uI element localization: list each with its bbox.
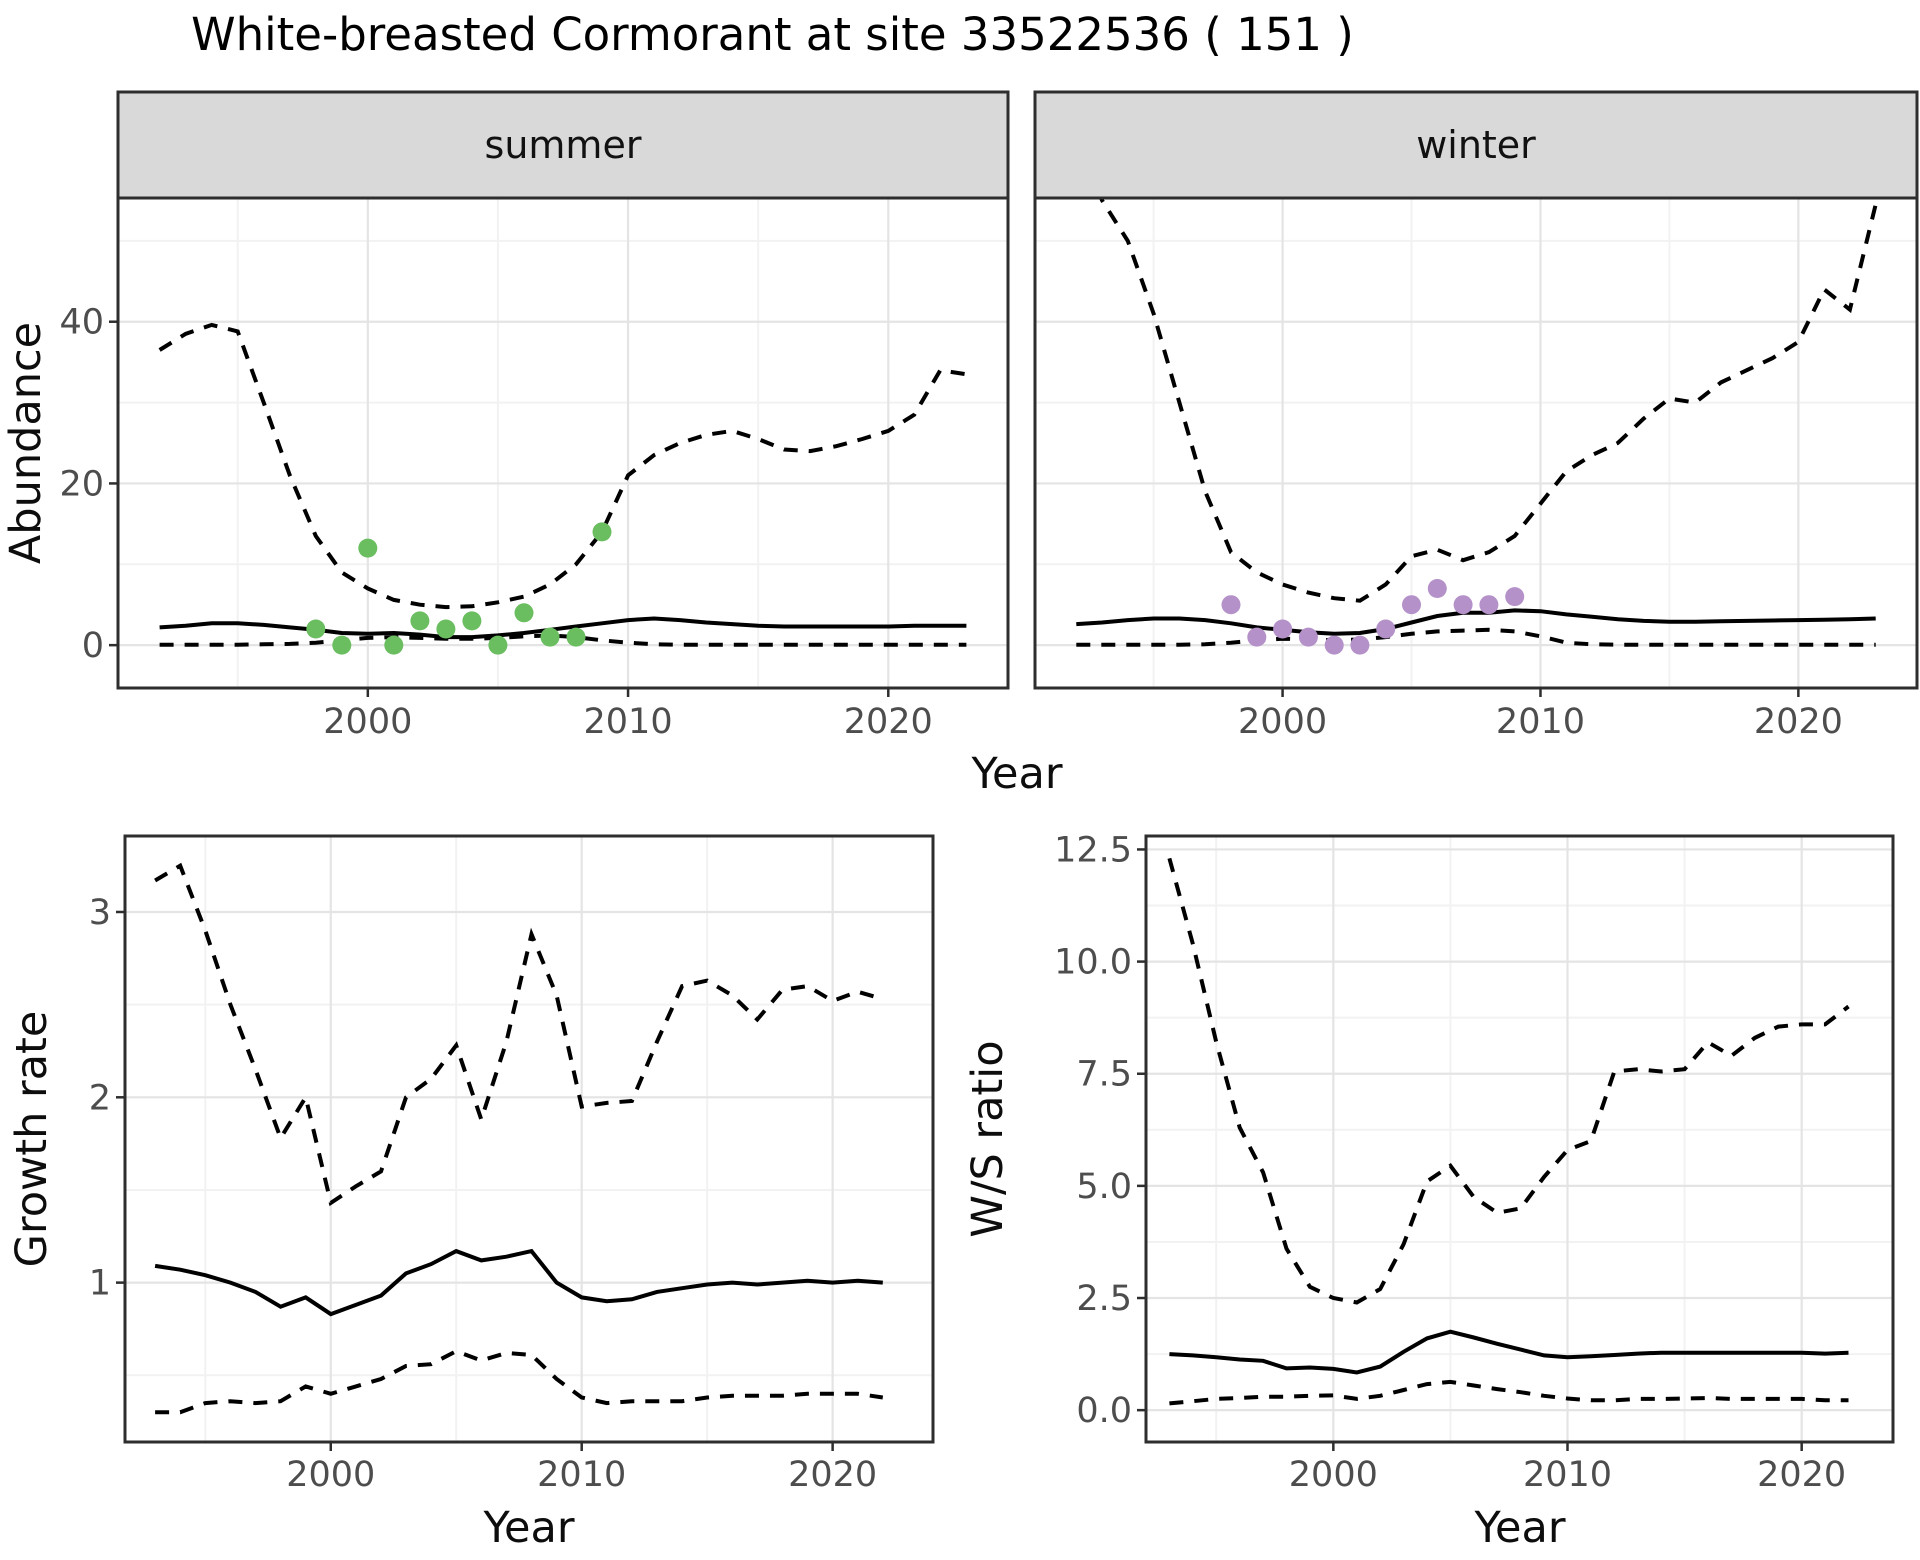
x-tick-label: 2010	[1523, 1455, 1612, 1495]
summer-observed-count-point	[540, 627, 560, 647]
winter-observed-count-point	[1247, 627, 1267, 647]
winter-observed-count-point	[1376, 619, 1396, 639]
growth-rate-x-axis-title: Year	[482, 1503, 574, 1553]
x-tick-label: 2010	[1496, 702, 1585, 742]
abundance-winter-upper-95ci-line	[1098, 198, 1878, 603]
y-tick-label: 5.0	[1076, 1167, 1132, 1207]
y-tick-label: 2	[89, 1078, 111, 1118]
y-tick-label: 0.0	[1076, 1391, 1132, 1431]
growth-rate-y-axis-title: Growth rate	[7, 1011, 57, 1268]
abundance-y-axis-title: Abundance	[1, 322, 51, 564]
summer-observed-count-point	[514, 603, 534, 623]
x-tick-label: 2010	[584, 702, 673, 742]
facet-strip-summer	[116, 90, 1010, 200]
x-tick-label: 2020	[788, 1455, 877, 1495]
y-tick-label: 2.5	[1076, 1279, 1132, 1319]
winter-observed-count-point	[1221, 595, 1241, 615]
y-tick-label: 7.5	[1076, 1055, 1132, 1095]
x-tick-label: 2000	[1289, 1455, 1378, 1495]
growth-rate-lower-95ci-line	[155, 1349, 884, 1415]
winter-observed-count-point	[1402, 595, 1421, 615]
y-tick-label: 12.5	[1054, 830, 1132, 870]
y-tick-label: 20	[59, 464, 104, 504]
y-tick-label: 10.0	[1054, 943, 1132, 983]
summer-observed-count-point	[488, 635, 508, 655]
winter-observed-count-point	[1427, 579, 1447, 598]
abundance-summer-panel-background	[118, 198, 1008, 688]
abundance-summer-estimate-line	[159, 616, 967, 640]
abundance-summer-lower-95ci-line	[159, 633, 967, 647]
winter-observed-count-point	[1453, 595, 1473, 615]
y-tick-label: 40	[59, 303, 104, 343]
summer-observed-count-point	[306, 619, 326, 639]
winter-observed-count-point	[1505, 587, 1525, 607]
ws-ratio-lower-95ci-line	[1169, 1379, 1849, 1406]
x-tick-label: 2000	[286, 1455, 375, 1495]
winter-observed-count-point	[1324, 635, 1344, 655]
abundance-winter-panel-background	[1035, 198, 1917, 688]
winter-observed-count-point	[1273, 619, 1293, 639]
x-tick-label: 2010	[537, 1455, 626, 1495]
ws-ratio-y-axis-title: W/S ratio	[963, 1040, 1013, 1237]
facet-strip-label: winter	[1416, 123, 1536, 167]
abundance-summer-upper-95ci-line	[158, 322, 967, 610]
facet-strip-label: summer	[485, 123, 642, 167]
y-tick-label: 3	[89, 893, 111, 933]
growth-rate-panel-background	[125, 836, 933, 1442]
x-tick-label: 2020	[1757, 1455, 1846, 1495]
growth-rate-upper-95ci-line	[154, 862, 884, 1207]
summer-observed-count-point	[566, 627, 586, 647]
growth-rate-panel-border	[123, 834, 935, 1444]
abundance-summer-data-layer	[158, 322, 967, 655]
summer-observed-count-point	[592, 522, 612, 542]
summer-observed-count-point	[436, 619, 456, 639]
x-tick-label: 2000	[323, 702, 412, 742]
abundance-winter-lower-95ci-line	[1076, 627, 1876, 647]
winter-observed-count-point	[1479, 595, 1499, 615]
y-tick-label: 1	[89, 1264, 111, 1304]
summer-observed-count-point	[384, 635, 404, 655]
ws-ratio-x-axis-title: Year	[1473, 1503, 1565, 1553]
x-tick-label: 2020	[844, 702, 933, 742]
x-tick-label: 2000	[1238, 702, 1327, 742]
ws-ratio-panel-border	[1144, 834, 1895, 1444]
ws-ratio-estimate-line	[1169, 1329, 1849, 1375]
x-tick-label: 2020	[1754, 702, 1843, 742]
winter-observed-count-point	[1298, 627, 1318, 647]
abundance-winter-estimate-line	[1076, 608, 1876, 636]
abundance-x-axis-title: Year	[970, 749, 1062, 799]
y-tick-label: 0	[82, 626, 104, 666]
facet-strip-winter	[1033, 90, 1919, 200]
growth-rate-data-layer	[154, 862, 884, 1415]
summer-observed-count-point	[332, 635, 352, 655]
winter-observed-count-point	[1350, 635, 1370, 655]
summer-observed-count-point	[358, 538, 378, 558]
plot-title: White-breasted Cormorant at site 3352253…	[191, 8, 1354, 61]
growth-rate-estimate-line	[154, 1248, 883, 1317]
ws-ratio-panel-background	[1146, 836, 1893, 1442]
abundance-winter-data-layer	[1076, 198, 1878, 655]
summer-observed-count-point	[462, 611, 482, 631]
summer-observed-count-point	[410, 611, 430, 631]
ws-ratio-data-layer	[1167, 857, 1850, 1406]
ws-ratio-upper-95ci-line	[1167, 857, 1850, 1305]
